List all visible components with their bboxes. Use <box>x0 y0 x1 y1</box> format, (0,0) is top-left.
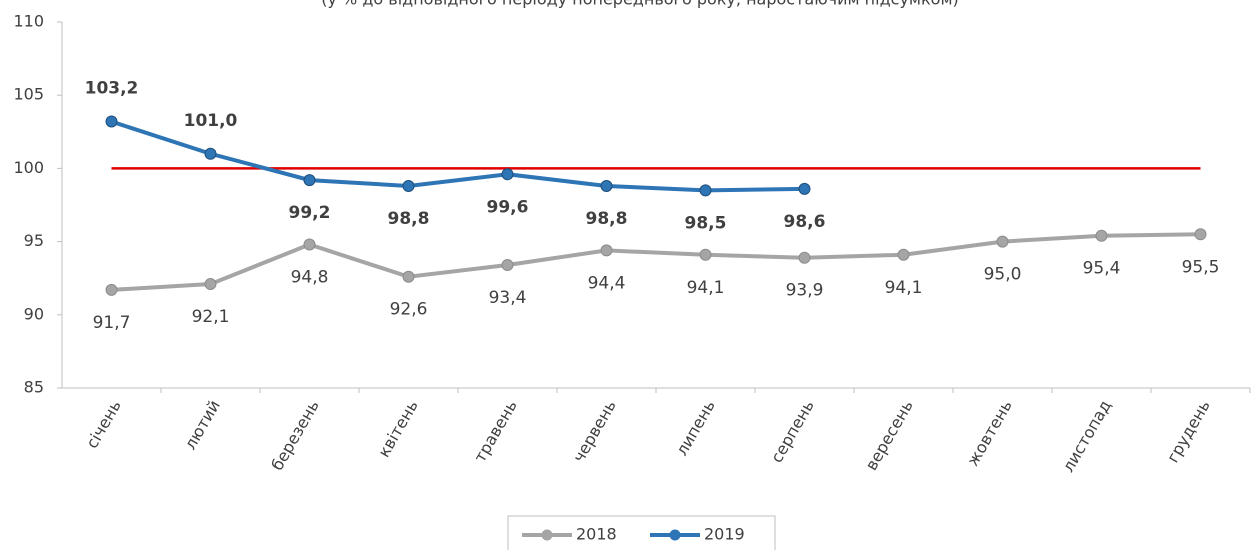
point <box>402 179 415 192</box>
point <box>699 184 712 197</box>
data-label: 94,1 <box>687 278 725 298</box>
data-label: 93,9 <box>786 281 824 301</box>
data-label: 93,4 <box>489 288 527 308</box>
chart-title: (у % до відповідного періоду попередньог… <box>321 0 959 9</box>
x-tick-label: травень <box>470 397 521 466</box>
data-label: 92,6 <box>390 300 428 320</box>
data-label: 94,8 <box>291 268 329 288</box>
point <box>798 182 811 195</box>
y-tick-label: 110 <box>13 12 44 31</box>
point <box>897 248 910 261</box>
x-tick-label: вересень <box>862 397 917 474</box>
data-label: 98,8 <box>586 209 628 229</box>
legend-marker <box>541 529 553 541</box>
data-label: 94,1 <box>885 278 923 298</box>
y-tick-label: 100 <box>13 158 44 177</box>
point <box>204 147 217 160</box>
point <box>600 244 613 257</box>
data-label: 94,4 <box>588 273 626 293</box>
point <box>303 238 316 251</box>
x-tick-label: квітень <box>374 397 422 461</box>
series-line <box>111 232 1201 292</box>
point <box>996 235 1009 248</box>
point <box>204 278 217 291</box>
data-label: 98,6 <box>784 212 826 232</box>
data-label: 92,1 <box>192 307 230 327</box>
data-label: 101,0 <box>184 111 238 131</box>
point <box>303 174 316 187</box>
point <box>798 251 811 264</box>
x-tick-label: лютий <box>181 397 224 453</box>
point <box>699 248 712 261</box>
y-tick-label: 90 <box>24 304 44 323</box>
data-label: 95,0 <box>984 265 1022 285</box>
x-tick-label: липень <box>672 397 719 459</box>
data-label: 103,2 <box>85 79 139 99</box>
point <box>501 259 514 272</box>
data-label: 98,5 <box>685 213 727 233</box>
legend-label: 2019 <box>704 525 745 544</box>
x-tick-label: червень <box>569 397 620 466</box>
legend-marker <box>669 529 681 541</box>
x-tick-label: листопад <box>1058 397 1114 476</box>
data-label: 99,2 <box>289 203 331 223</box>
x-tick-label: грудень <box>1163 397 1214 466</box>
point <box>600 179 613 192</box>
point <box>501 168 514 181</box>
x-tick-label: березень <box>267 397 322 474</box>
legend: 2018 2019 <box>507 515 776 550</box>
y-tick-label: 85 <box>24 378 44 397</box>
y-tick-label: 105 <box>13 85 44 104</box>
x-tick-label: січень <box>82 397 125 452</box>
series-line <box>110 119 805 193</box>
data-label: 95,4 <box>1083 259 1121 279</box>
y-tick-label: 95 <box>24 231 44 250</box>
data-label: 99,6 <box>487 197 529 217</box>
data-label: 95,5 <box>1182 257 1220 277</box>
point <box>402 270 415 283</box>
data-label: 91,7 <box>93 313 131 333</box>
legend-label: 2018 <box>576 525 617 544</box>
x-tick-label: жовтень <box>963 397 1016 469</box>
point <box>1194 228 1207 241</box>
point <box>105 115 118 128</box>
point <box>1095 229 1108 242</box>
point <box>105 283 118 296</box>
x-tick-label: серпень <box>767 397 818 466</box>
data-label: 98,8 <box>388 209 430 229</box>
